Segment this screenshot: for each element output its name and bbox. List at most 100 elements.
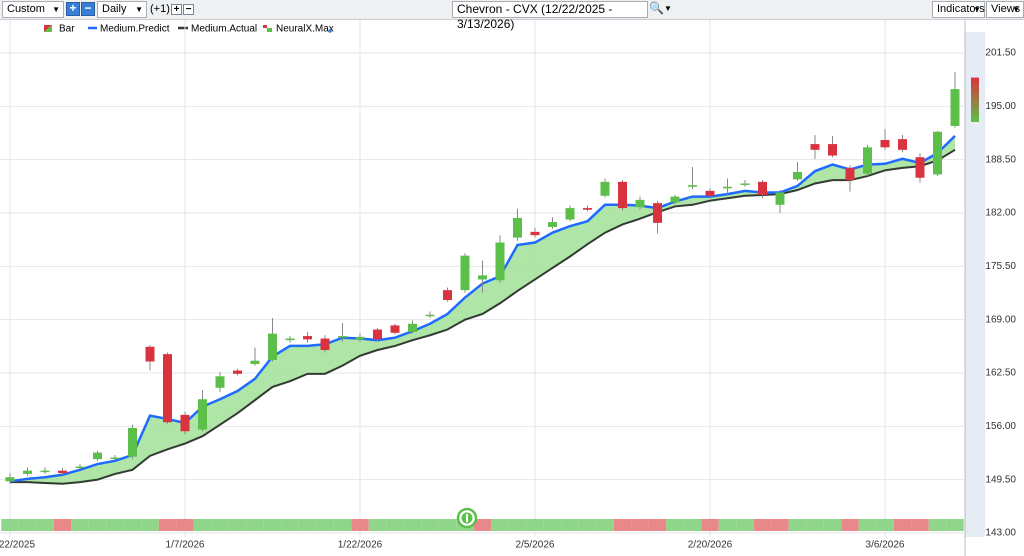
y-tick-label: 195.00 xyxy=(985,101,1016,112)
signal-cell xyxy=(753,519,772,531)
offset-label: (+1) xyxy=(150,3,170,15)
signal-cell xyxy=(106,519,124,531)
forecast-bar xyxy=(971,77,979,122)
x-tick-label: 1/7/2026 xyxy=(166,540,205,551)
signal-cell xyxy=(858,519,877,531)
candle-body xyxy=(915,157,925,178)
views-label: Views xyxy=(991,3,1021,15)
candle-body xyxy=(723,186,732,189)
zoom-out[interactable]: − xyxy=(81,2,95,16)
candle-body xyxy=(425,314,435,317)
signal-cell xyxy=(806,519,824,531)
y-tick-label: 175.50 xyxy=(985,261,1016,272)
candle-body xyxy=(40,470,50,473)
signal-cell xyxy=(36,519,54,531)
signal-cell xyxy=(526,519,544,531)
signal-cell xyxy=(1,519,19,531)
signal-cell xyxy=(841,519,859,531)
signal-cell xyxy=(386,519,404,531)
signal-cell xyxy=(368,519,387,531)
signal-cell xyxy=(683,519,702,531)
candle-body xyxy=(863,147,872,174)
candle-body xyxy=(373,329,382,340)
legend-label: Bar xyxy=(59,24,75,35)
range-select[interactable]: Custom ▼ xyxy=(2,1,64,18)
signal-cell xyxy=(71,519,89,531)
offset-plus[interactable]: + xyxy=(171,4,182,15)
signal-cell xyxy=(176,519,194,531)
signal-cell xyxy=(246,519,264,531)
x-tick-label: 2/20/2026 xyxy=(688,540,733,551)
signal-cell xyxy=(928,519,947,531)
signal-cell xyxy=(946,519,964,531)
forecast-zone xyxy=(965,32,985,537)
candle-body xyxy=(758,181,767,195)
candle-body xyxy=(530,231,540,236)
signal-cell xyxy=(823,519,842,531)
y-tick-label: 201.50 xyxy=(985,48,1016,59)
y-tick-label: 149.50 xyxy=(985,474,1016,485)
signal-cell xyxy=(596,519,614,531)
candle-body xyxy=(163,354,172,423)
candle-body xyxy=(58,470,67,474)
signal-cell xyxy=(893,519,912,531)
range-label: Custom xyxy=(7,3,45,15)
signal-cell xyxy=(158,519,177,531)
signal-cell xyxy=(613,519,632,531)
legend: Bar Medium.Predict Medium.Actual NeuralX… xyxy=(44,24,334,35)
candle-body xyxy=(145,346,155,362)
candle-body xyxy=(180,414,190,432)
signal-cell xyxy=(53,519,72,531)
zoom-in[interactable]: + xyxy=(66,2,80,16)
signal-cell xyxy=(403,519,422,531)
signal-cell xyxy=(263,519,282,531)
candle-body xyxy=(688,185,697,187)
signal-cell xyxy=(298,519,317,531)
candle-body xyxy=(460,255,470,291)
candle-body xyxy=(740,183,750,185)
signal-icon xyxy=(456,507,478,529)
indicators-button[interactable]: Indicators ▼ xyxy=(932,1,985,18)
views-button[interactable]: Views ▼ xyxy=(986,1,1024,18)
signal-cell xyxy=(543,519,562,531)
signal-cell xyxy=(648,519,667,531)
signal-cell xyxy=(123,519,142,531)
candle-body xyxy=(793,171,802,180)
candle-body xyxy=(880,139,890,148)
candle-body xyxy=(355,336,365,340)
candle-body xyxy=(233,370,242,374)
search-icon[interactable]: 🔍 xyxy=(649,1,664,15)
candle-body xyxy=(250,360,260,364)
search-arrow[interactable]: ▼ xyxy=(664,4,672,13)
signal-cell xyxy=(491,519,509,531)
candle-body xyxy=(110,457,120,460)
candle-body xyxy=(583,208,592,210)
signal-cell xyxy=(788,519,807,531)
candle-body xyxy=(618,181,627,209)
signal-cell xyxy=(333,519,352,531)
y-tick-label: 143.00 xyxy=(985,528,1016,539)
signal-cell xyxy=(578,519,597,531)
signal-cell xyxy=(666,519,684,531)
period-label: Daily xyxy=(102,3,127,15)
signal-cell xyxy=(508,519,527,531)
candle-body xyxy=(303,336,312,340)
candle-body xyxy=(128,427,137,457)
signal-cell xyxy=(631,519,649,531)
signal-cell xyxy=(18,519,37,531)
signal-cell xyxy=(193,519,212,531)
period-select[interactable]: Daily ▼ xyxy=(97,1,147,18)
candle-body xyxy=(635,199,645,208)
offset-minus[interactable]: − xyxy=(183,4,194,15)
y-tick-label: 156.00 xyxy=(985,421,1016,432)
candle-body xyxy=(548,222,557,227)
candle-body xyxy=(933,131,942,175)
signal-cell xyxy=(736,519,754,531)
toolbar: Custom ▼ + − Daily ▼ (+1) + − Chevron - CV… xyxy=(0,0,1024,31)
candle-body xyxy=(198,399,207,430)
candle-body xyxy=(828,144,837,156)
icon-mark xyxy=(466,514,468,522)
symbol-box[interactable]: Chevron - CVX (12/22/2025 - 3/13/2026) xyxy=(452,1,648,31)
legend-icon xyxy=(267,28,272,32)
candle-body xyxy=(5,477,15,482)
